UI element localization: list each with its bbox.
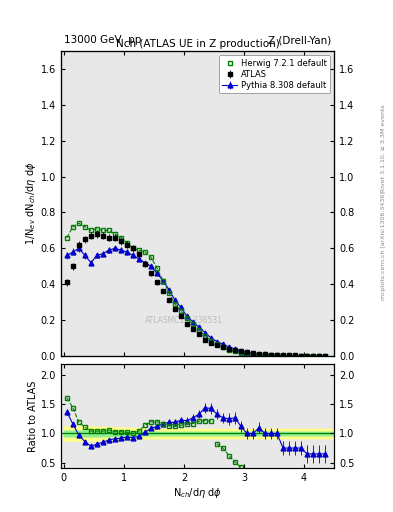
Text: 13000 GeV  pp: 13000 GeV pp — [64, 35, 141, 45]
Herwig 7.2.1 default — [305, 353, 309, 359]
Herwig 7.2.1 default — [154, 265, 159, 271]
Herwig 7.2.1 default — [215, 341, 219, 347]
Herwig 7.2.1 default — [239, 350, 243, 356]
Herwig 7.2.1 default — [112, 231, 117, 237]
Text: Z (Drell-Yan): Z (Drell-Yan) — [268, 35, 331, 45]
Herwig 7.2.1 default — [311, 353, 316, 359]
Herwig 7.2.1 default — [107, 227, 111, 233]
Herwig 7.2.1 default — [275, 352, 279, 358]
Title: Nch (ATLAS UE in Z production): Nch (ATLAS UE in Z production) — [116, 39, 279, 49]
Herwig 7.2.1 default — [64, 234, 69, 241]
Herwig 7.2.1 default — [263, 352, 267, 358]
Y-axis label: 1/N$_{ev}$ dN$_{ch}$/d$\eta$ d$\phi$: 1/N$_{ev}$ dN$_{ch}$/d$\eta$ d$\phi$ — [24, 162, 38, 245]
Text: Rivet 3.1.10, ≥ 3.3M events: Rivet 3.1.10, ≥ 3.3M events — [381, 104, 386, 193]
Herwig 7.2.1 default — [130, 245, 135, 251]
Herwig 7.2.1 default — [269, 352, 274, 358]
X-axis label: N$_{ch}$/d$\eta$ d$\phi$: N$_{ch}$/d$\eta$ d$\phi$ — [173, 486, 222, 500]
Text: ATLASMC16_236531: ATLASMC16_236531 — [145, 315, 223, 324]
Herwig 7.2.1 default — [161, 278, 165, 284]
Herwig 7.2.1 default — [227, 347, 231, 353]
Herwig 7.2.1 default — [317, 353, 321, 359]
Herwig 7.2.1 default — [101, 227, 105, 233]
Herwig 7.2.1 default — [173, 301, 177, 307]
Herwig 7.2.1 default — [293, 353, 298, 359]
Herwig 7.2.1 default — [178, 308, 183, 314]
Herwig 7.2.1 default — [167, 290, 171, 296]
Herwig 7.2.1 default — [286, 353, 291, 359]
Herwig 7.2.1 default — [83, 224, 87, 230]
Herwig 7.2.1 default — [323, 353, 327, 359]
Herwig 7.2.1 default — [245, 350, 250, 356]
Legend: Herwig 7.2.1 default, ATLAS, Pythia 8.308 default: Herwig 7.2.1 default, ATLAS, Pythia 8.30… — [219, 55, 330, 93]
Herwig 7.2.1 default — [95, 225, 99, 231]
Herwig 7.2.1 default — [119, 234, 123, 241]
Herwig 7.2.1 default — [299, 353, 303, 359]
Line: Herwig 7.2.1 default: Herwig 7.2.1 default — [64, 221, 327, 358]
Herwig 7.2.1 default — [196, 327, 201, 333]
Herwig 7.2.1 default — [125, 240, 129, 246]
Herwig 7.2.1 default — [257, 352, 261, 358]
Herwig 7.2.1 default — [233, 348, 237, 354]
Herwig 7.2.1 default — [88, 227, 93, 233]
Herwig 7.2.1 default — [251, 351, 255, 357]
Herwig 7.2.1 default — [281, 352, 285, 358]
Text: mcplots.cern.ch [arXiv:1306.3436]: mcplots.cern.ch [arXiv:1306.3436] — [381, 191, 386, 300]
Herwig 7.2.1 default — [143, 249, 147, 255]
Herwig 7.2.1 default — [137, 247, 141, 253]
Herwig 7.2.1 default — [209, 337, 213, 344]
Herwig 7.2.1 default — [71, 224, 75, 230]
Herwig 7.2.1 default — [191, 322, 195, 328]
Herwig 7.2.1 default — [203, 333, 208, 339]
Herwig 7.2.1 default — [77, 220, 81, 226]
Herwig 7.2.1 default — [220, 344, 225, 350]
Herwig 7.2.1 default — [185, 315, 189, 322]
Herwig 7.2.1 default — [149, 254, 153, 260]
Y-axis label: Ratio to ATLAS: Ratio to ATLAS — [28, 380, 38, 452]
